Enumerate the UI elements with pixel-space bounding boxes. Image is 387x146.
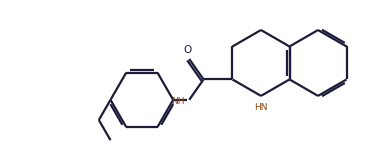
Text: HN: HN — [254, 103, 268, 112]
Text: O: O — [183, 45, 191, 55]
Text: NH: NH — [171, 97, 185, 106]
